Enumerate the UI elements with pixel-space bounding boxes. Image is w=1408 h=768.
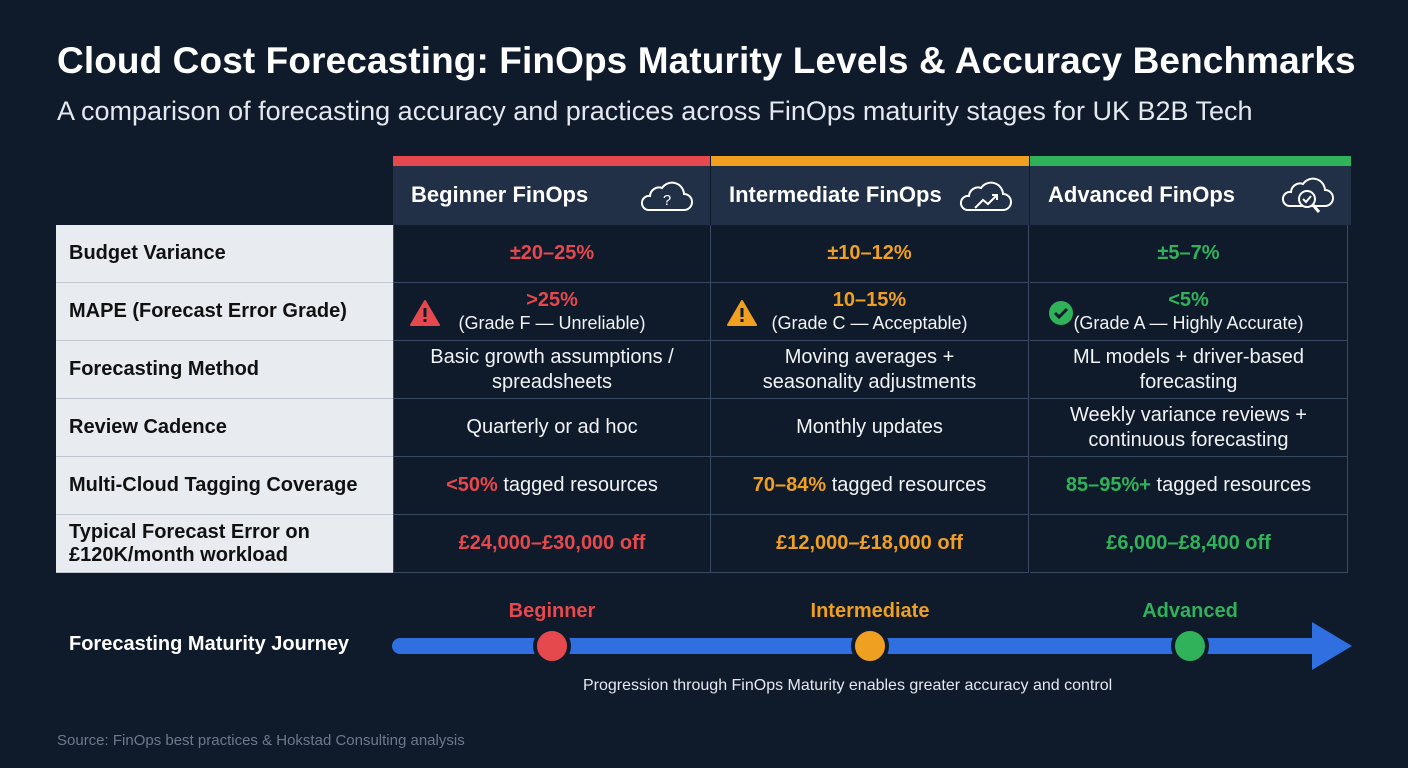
row-label: Forecasting Method [56,341,393,399]
cell-line: Weekly variance reviews + [1070,403,1307,426]
column-header-advanced: Advanced FinOps [1030,156,1351,225]
tagging-rest: tagged resources [497,474,658,496]
column-header-label: Beginner FinOps [411,182,589,207]
mape-intermediate: 10–15% (Grade C — Acceptable) [711,283,1029,341]
stage-label-beginner: Beginner [508,600,596,622]
page-title: Cloud Cost Forecasting: FinOps Maturity … [57,40,1356,81]
table-row-forecasting-method: Forecasting Method Basic growth assumpti… [56,341,1351,399]
mape-value: >25% [526,289,578,311]
tagging-advanced: 85–95%+ tagged resources [1030,457,1348,515]
warning-red-icon [410,300,440,326]
tagging-rest: tagged resources [1150,474,1312,496]
warning-orange-icon [727,300,757,326]
mape-value: 10–15% [832,289,907,311]
cell-line: continuous forecasting [1088,428,1289,451]
column-header-intermediate: Intermediate FinOps [711,156,1030,225]
journey-note: Progression through FinOps Maturity enab… [583,677,1113,694]
method-advanced: ML models + driver-based forecasting [1030,341,1348,399]
tagging-rest: tagged resources [826,474,987,496]
table-row-tagging-coverage: Multi-Cloud Tagging Coverage <50% tagged… [56,457,1351,515]
method-beginner: Basic growth assumptions / spreadsheets [393,341,711,399]
tagging-value: 85–95%+ [1065,474,1151,496]
error-advanced: £6,000–£8,400 off [1030,515,1348,573]
method-intermediate: Moving averages + seasonality adjustment… [711,341,1029,399]
row-label: Multi-Cloud Tagging Coverage [56,457,393,515]
error-beginner: £24,000–£30,000 off [393,515,711,573]
journey-label: Forecasting Maturity Journey [69,633,350,655]
stage-label-intermediate: Intermediate [810,600,930,622]
journey-arrow-head [1312,622,1352,670]
row-label: Typical Forecast Error on £120K/month wo… [56,515,393,573]
stage-label-advanced: Advanced [1142,600,1238,622]
cadence-advanced: Weekly variance reviews + continuous for… [1030,399,1348,457]
cell-line: Quarterly or ad hoc [466,416,638,438]
column-header-beginner: Beginner FinOps ? [393,156,711,225]
source-note: Source: FinOps best practices & Hokstad … [57,732,465,749]
check-circle-icon [1049,301,1073,325]
tagging-value: <50% [446,474,498,496]
row-label: Review Cadence [56,399,393,457]
beginner-color-bar [393,156,710,166]
budget-variance-beginner: ±20–25% [393,225,711,283]
cell-line: Basic growth assumptions / [430,345,674,368]
row-label: Budget Variance [56,225,393,283]
stage-dot-beginner [533,627,571,665]
cell-line: Moving averages + [784,345,955,368]
journey-arrow [392,622,1352,670]
cell-line: Monthly updates [796,416,943,438]
column-header-label: Advanced FinOps [1048,182,1236,207]
table-row-forecast-error: Typical Forecast Error on £120K/month wo… [56,515,1351,573]
mape-grade: (Grade F — Unreliable) [458,313,646,333]
page-subtitle: A comparison of forecasting accuracy and… [57,96,1253,126]
cell-line: forecasting [1139,370,1238,393]
table-header-row: Beginner FinOps ? Intermediate FinOps Ad… [393,156,1351,225]
cadence-beginner: Quarterly or ad hoc [393,399,711,457]
intermediate-color-bar [711,156,1029,166]
stage-dot-intermediate [851,627,889,665]
cloud-magnifier-check-icon [1281,177,1334,213]
advanced-color-bar [1030,156,1351,166]
budget-variance-intermediate: ±10–12% [711,225,1029,283]
tagging-beginner: <50% tagged resources [393,457,711,515]
cadence-intermediate: Monthly updates [711,399,1029,457]
cell-line: seasonality adjustments [762,370,977,393]
table-row-budget-variance: Budget Variance ±20–25% ±10–12% ±5–7% [56,225,1351,283]
svg-text:?: ? [663,192,671,209]
table-row-review-cadence: Review Cadence Quarterly or ad hoc Month… [56,399,1351,457]
mape-grade: (Grade C — Acceptable) [771,313,968,333]
table-row-mape: MAPE (Forecast Error Grade) >25% (Grade … [56,283,1351,341]
tagging-value: 70–84% [752,474,827,496]
mape-value: <5% [1168,289,1209,311]
error-intermediate: £12,000–£18,000 off [711,515,1029,573]
maturity-journey: Beginner Intermediate Advanced [390,600,1355,680]
mape-beginner: >25% (Grade F — Unreliable) [393,283,711,341]
row-label-line: Typical Forecast Error on [69,520,310,543]
cloud-question-icon: ? [640,181,693,211]
row-label: MAPE (Forecast Error Grade) [56,283,393,341]
row-label-line: £120K/month workload [69,543,288,566]
budget-variance-advanced: ±5–7% [1030,225,1348,283]
cell-line: spreadsheets [491,370,613,393]
column-header-label: Intermediate FinOps [729,182,942,207]
cloud-trend-up-icon [959,181,1012,211]
cell-line: ML models + driver-based [1072,345,1305,368]
tagging-intermediate: 70–84% tagged resources [711,457,1029,515]
mape-advanced: <5% (Grade A — Highly Accurate) [1030,283,1348,341]
mape-grade: (Grade A — Highly Accurate) [1073,313,1304,333]
stage-dot-advanced [1171,627,1209,665]
